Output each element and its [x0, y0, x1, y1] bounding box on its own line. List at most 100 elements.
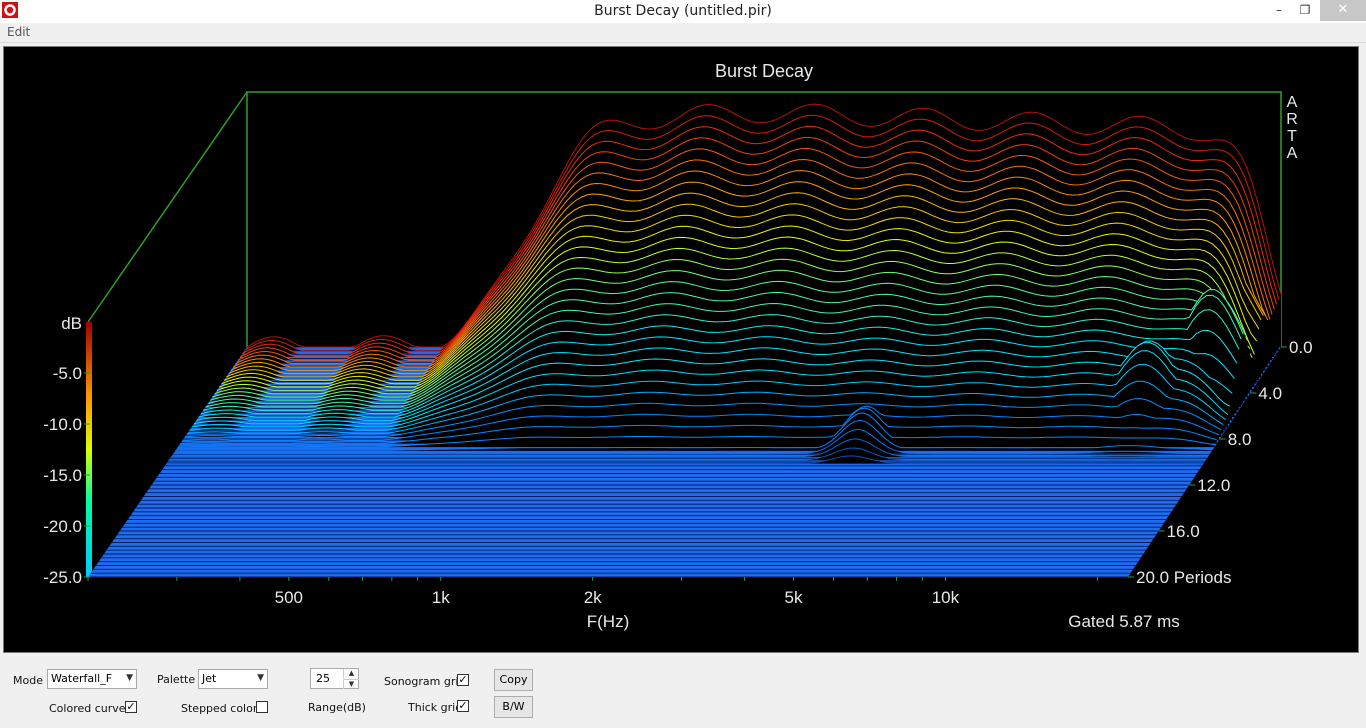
- range-spinner[interactable]: 25 ▲ ▼: [310, 668, 359, 689]
- y-tick-label: -25.0: [43, 568, 82, 587]
- waterfall-curve: [232, 170, 1269, 368]
- waterfall-curve: [226, 203, 1262, 378]
- waterfall-curve: [237, 147, 1273, 361]
- mode-label: Mode: [13, 674, 43, 687]
- z-tick-label: 0.0: [1289, 338, 1313, 357]
- colored-curves-checkbox[interactable]: ✓: [125, 700, 137, 713]
- waterfall-curve: [235, 158, 1271, 365]
- box-left-edge: [87, 91, 248, 323]
- chevron-down-icon: ▼: [257, 673, 264, 683]
- minimize-button[interactable]: –: [1276, 3, 1282, 17]
- waterfall-curve: [196, 340, 1233, 421]
- waterfall-curve: [171, 438, 1208, 458]
- waterfall-curve: [244, 114, 1280, 351]
- waterfall-curve: [207, 288, 1244, 405]
- z-tick-label: 12.0: [1197, 476, 1230, 495]
- waterfall-curve: [209, 280, 1246, 401]
- waterfall-curve: [219, 236, 1255, 388]
- waterfall-curve: [214, 258, 1251, 395]
- waterfall-curve: [221, 225, 1257, 385]
- waterfall-curve: [203, 309, 1240, 411]
- waterfall-curve: [187, 380, 1224, 435]
- copy-button[interactable]: Copy: [494, 669, 533, 691]
- palette-label: Palette: [157, 673, 196, 686]
- waterfall-curve: [180, 407, 1217, 445]
- y-tick-label: -15.0: [43, 466, 82, 485]
- z-tick-label: 4.0: [1258, 384, 1282, 403]
- db-color-bar: [86, 322, 92, 577]
- waterfall-curve: [189, 363, 1226, 431]
- waterfall-curve: [173, 428, 1210, 455]
- waterfall-curve: [175, 419, 1213, 451]
- waterfall-curve: [205, 294, 1242, 408]
- range-value: 25: [316, 672, 330, 685]
- thick-grid-checkbox[interactable]: ✓: [457, 699, 469, 712]
- waterfall-curve: [191, 350, 1229, 428]
- waterfall-curve: [182, 405, 1220, 441]
- x-tick-label: 10k: [932, 588, 960, 607]
- watermark-letter: R: [1286, 111, 1298, 128]
- waterfall-curve: [230, 181, 1266, 371]
- menu-edit[interactable]: Edit: [7, 25, 31, 39]
- z-tick-label: 16.0: [1167, 522, 1200, 541]
- waterfall-curve: [228, 192, 1264, 375]
- mode-select-value: Waterfall_F: [51, 672, 113, 685]
- sonogram-grid-checkbox[interactable]: ✓: [457, 673, 469, 686]
- palette-select-value: Jet: [202, 672, 217, 685]
- waterfall-curve: [212, 269, 1249, 398]
- y-tick-label: -10.0: [43, 415, 82, 434]
- palette-select[interactable]: Jet ▼: [198, 669, 268, 689]
- waterfall-curve: [193, 341, 1231, 425]
- waterfall-curve: [198, 336, 1235, 418]
- curve-mask: [177, 412, 1215, 447]
- spin-up-icon[interactable]: ▲: [343, 669, 359, 678]
- title-bar: Burst Decay (untitled.pir) – ❐ ✕: [0, 0, 1366, 23]
- x-tick-label: 2k: [584, 588, 602, 607]
- waterfall-curve: [166, 455, 1204, 465]
- waterfall-curve: [246, 103, 1282, 348]
- menu-bar: Edit: [0, 23, 1366, 43]
- x-tick-label: 1k: [432, 588, 450, 607]
- range-label: Range(dB): [308, 701, 366, 714]
- z-tick-label: 8.0: [1228, 430, 1252, 449]
- window-title: Burst Decay (untitled.pir): [594, 3, 772, 19]
- stepped-colors-checkbox[interactable]: [256, 701, 268, 713]
- app-icon: [2, 2, 18, 18]
- axes: -5.0 -10.0 -15.0 -20.0 -25.0 500 1k 2k 5k 10k 0.0 4…: [43, 338, 1312, 607]
- thick-grid-label: Thick grid: [408, 701, 463, 714]
- y-tick-label: -20.0: [43, 517, 82, 536]
- sonogram-grid-label: Sonogram grid: [384, 675, 466, 688]
- waterfall-curve: [184, 398, 1222, 438]
- waterfall-curve: [200, 325, 1238, 415]
- mode-select[interactable]: Waterfall_F ▼: [47, 669, 137, 689]
- chevron-down-icon: ▼: [126, 673, 133, 683]
- spin-down-icon[interactable]: ▼: [343, 679, 359, 689]
- curve-mask: [175, 420, 1213, 451]
- x-tick-label: 5k: [785, 588, 803, 607]
- waterfall-curve: [223, 214, 1260, 381]
- waterfall-curves: [166, 103, 1282, 465]
- waterfall-curve: [216, 247, 1253, 391]
- y-axis-label: dB: [61, 314, 82, 333]
- y-tick-label: -5.0: [53, 364, 82, 383]
- watermark-letter: T: [1287, 128, 1297, 145]
- stepped-colors-label: Stepped colors: [181, 702, 264, 715]
- waterfall-curve: [239, 136, 1275, 358]
- curve-mask: [180, 408, 1217, 444]
- colored-curves-label: Colored curves: [49, 702, 132, 715]
- gated-label: Gated 5.87 ms: [1068, 612, 1180, 631]
- waterfall-curve: [177, 412, 1215, 448]
- waterfall-curve: [242, 125, 1278, 355]
- z-tick-label: 20.0 Periods: [1136, 568, 1231, 587]
- plot-box: [86, 91, 1282, 577]
- watermark-letter: A: [1287, 145, 1298, 162]
- waterfall-curve: [168, 447, 1206, 461]
- watermark-letter: A: [1287, 94, 1298, 111]
- maximize-button[interactable]: ❐: [1299, 3, 1311, 17]
- x-tick-label: 500: [275, 588, 303, 607]
- box-back-outline: [246, 91, 1282, 347]
- bw-button[interactable]: B/W: [494, 696, 533, 718]
- close-button[interactable]: ✕: [1320, 0, 1366, 21]
